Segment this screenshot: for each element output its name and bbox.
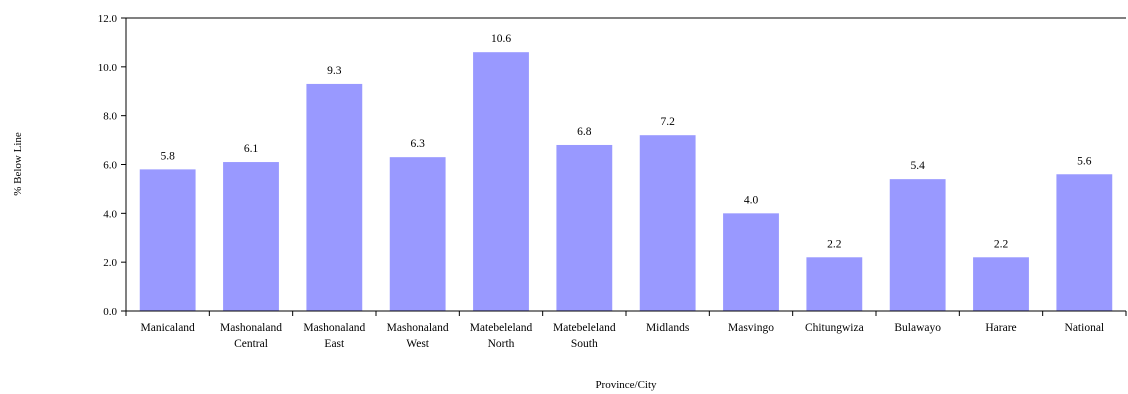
category-label-line: Harare (985, 322, 1016, 334)
data-label: 2.2 (827, 238, 842, 250)
category-label-line: Matebeleland (470, 322, 533, 334)
y-tick-label: 10.0 (98, 62, 118, 74)
category-label: Mashonaland East (303, 322, 365, 350)
category-label: Bulawayo (894, 322, 941, 334)
category-label-line: Chitungwiza (805, 322, 864, 334)
category-label: Manicaland (141, 322, 196, 334)
y-tick-label: 2.0 (103, 257, 117, 269)
bar (723, 213, 779, 311)
category-label-line: Mashonaland (387, 322, 449, 334)
bar (1056, 174, 1113, 311)
category-label-line: Manicaland (141, 322, 196, 334)
bar (806, 257, 863, 311)
category-label: Matebeleland South (553, 322, 616, 350)
bar (139, 169, 196, 311)
data-label: 10.6 (491, 33, 511, 45)
data-label: 5.4 (910, 160, 925, 172)
category-label-line: Mashonaland (303, 322, 365, 334)
bar (223, 162, 279, 311)
y-tick-label: 6.0 (103, 160, 117, 172)
category-label: Mashonaland West (387, 322, 449, 350)
x-axis-title: Province/City (595, 379, 657, 391)
data-label: 5.6 (1077, 155, 1092, 167)
data-label: 7.2 (660, 116, 675, 128)
category-label-line: Matebeleland (553, 322, 616, 334)
category-label-line: Central (234, 338, 268, 350)
category-label: Masvingo (728, 322, 774, 334)
data-label: 5.8 (160, 150, 175, 162)
category-label: Mashonaland Central (220, 322, 282, 350)
data-label: 9.3 (327, 65, 342, 77)
bar (889, 179, 946, 311)
y-axis-title: % Below Line (12, 132, 24, 196)
data-label: 4.0 (744, 194, 759, 206)
y-tick-label: 0.0 (103, 306, 117, 318)
category-label: National (1065, 322, 1105, 334)
category-label-line: Mashonaland (220, 322, 282, 334)
category-label-line: Midlands (646, 322, 690, 334)
bar (389, 157, 446, 311)
data-label: 6.3 (410, 138, 425, 150)
category-label: Matebeleland North (470, 322, 533, 350)
y-tick-label: 12.0 (98, 13, 118, 25)
data-labels-group: 5.8 6.1 9.3 6.3 10.6 6.8 7.2 4.0 2.2 5.4 2.2 5.6 (160, 33, 1091, 250)
data-label: 6.1 (244, 143, 259, 155)
bar (473, 52, 529, 311)
category-label-line: South (571, 338, 598, 350)
y-tick-label: 4.0 (103, 208, 117, 220)
category-label-line: Bulawayo (894, 322, 941, 334)
category-label: Chitungwiza (805, 322, 864, 334)
bar (556, 144, 613, 311)
category-labels-group: Manicaland Mashonaland Central Mashonaland E… (141, 322, 1105, 350)
category-label-line: National (1065, 322, 1105, 334)
category-label-line: East (324, 338, 345, 350)
category-label: Midlands (646, 322, 690, 334)
y-tick-label: 8.0 (103, 111, 117, 123)
bar (639, 135, 696, 311)
bar (306, 83, 363, 311)
data-label: 2.2 (994, 238, 1009, 250)
x-ticks-group (125, 311, 1127, 316)
bars-group (139, 52, 1113, 311)
category-label-line: North (488, 338, 515, 350)
category-label-line: West (406, 338, 430, 350)
bar (973, 257, 1029, 311)
category-label: Harare (985, 322, 1016, 334)
category-label-line: Masvingo (728, 322, 774, 334)
data-label: 6.8 (577, 126, 592, 138)
y-ticks-group: 0.0 2.0 4.0 6.0 8.0 10.0 12.0 (98, 13, 126, 318)
